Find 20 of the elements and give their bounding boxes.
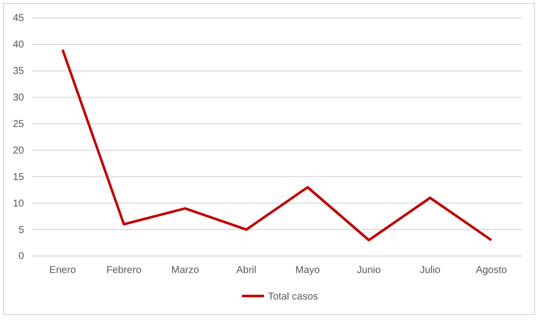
x-tick-label: Enero: [49, 265, 76, 276]
x-tick-label: Junio: [356, 265, 382, 276]
y-tick-label: 10: [12, 198, 24, 210]
y-tick-label: 40: [12, 40, 24, 51]
x-tick-label: Mayo: [295, 265, 320, 276]
x-tick-label: Julio: [420, 265, 441, 276]
y-tick-label: 15: [12, 172, 24, 183]
line-series: [61, 48, 493, 242]
y-tick-label: 30: [12, 92, 24, 104]
x-tick-label: Marzo: [171, 265, 200, 276]
legend-label: Total casos: [268, 292, 318, 302]
y-tick-label: 45: [12, 13, 24, 24]
y-tick-label: 5: [18, 224, 24, 236]
y-tick-label: 35: [12, 66, 24, 78]
y-tick-label: 0: [18, 251, 24, 262]
x-tick-label: Febrero: [106, 265, 142, 276]
x-tick-label: Agosto: [476, 265, 508, 276]
x-tick-label: Abril: [236, 265, 256, 276]
y-tick-label: 20: [12, 145, 24, 156]
y-tick-label: 25: [12, 118, 24, 130]
